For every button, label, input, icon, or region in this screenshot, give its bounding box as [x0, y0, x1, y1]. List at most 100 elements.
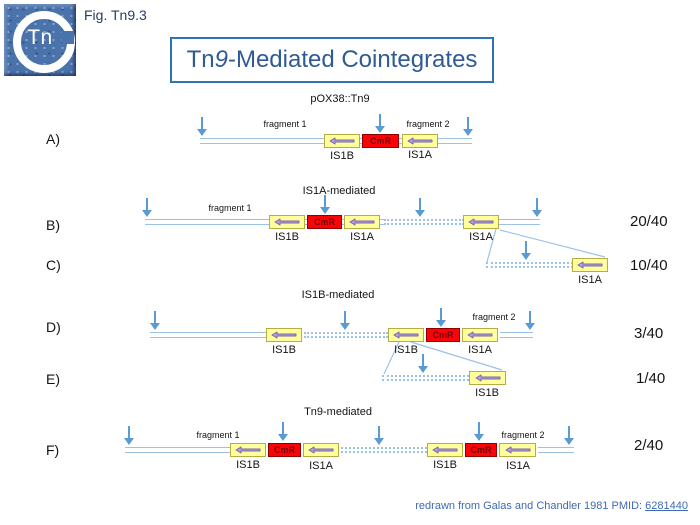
insertion-arrow-icon	[150, 311, 160, 330]
is1a-box	[462, 328, 498, 342]
row-c-ratio: 10/40	[630, 257, 668, 274]
insertion-arrow-icon	[521, 241, 531, 260]
is1b-label: IS1B	[433, 459, 457, 471]
insertion-arrow-icon	[374, 426, 384, 445]
cmr-box: CmR	[465, 443, 497, 457]
dna-line	[145, 219, 384, 225]
is1a-label: IS1A	[506, 460, 530, 472]
is-left-arrow-icon	[467, 331, 493, 339]
insertion-arrow-icon	[375, 114, 385, 133]
is1b-box	[230, 443, 266, 457]
is-left-arrow-icon	[432, 446, 458, 454]
is-left-arrow-icon	[349, 218, 375, 226]
insertion-arrow-icon	[564, 426, 574, 445]
is-left-arrow-icon	[505, 446, 530, 454]
row-f-ratio: 2/40	[634, 437, 664, 454]
is1a-label: IS1A	[309, 460, 333, 472]
page-title: Tn9-Mediated Cointegrates	[187, 46, 478, 74]
is1b-box	[266, 328, 302, 342]
row-f-label: F)	[46, 442, 60, 458]
title-box: Tn9-Mediated Cointegrates	[170, 37, 494, 83]
is-left-arrow-icon	[271, 331, 297, 339]
dna-line	[500, 332, 533, 338]
is-left-arrow-icon	[235, 446, 261, 454]
insertion-arrow-icon	[532, 198, 542, 217]
dna-line-dotted	[382, 375, 469, 381]
figure-number: Fig. Tn9.3	[84, 7, 147, 23]
row-f-caption: Tn9-mediated	[304, 406, 372, 418]
dna-line	[499, 219, 540, 225]
citation: redrawn from Galas and Chandler 1981 PMI…	[415, 500, 688, 512]
logo-tn-text: Tn	[27, 26, 53, 49]
fragment2-label: fragment 2	[501, 430, 545, 440]
is1a-box	[463, 215, 499, 229]
row-d-label: D)	[46, 319, 61, 335]
row-b-ratio: 20/40	[630, 213, 668, 230]
row-b-caption: IS1A-mediated	[302, 185, 376, 197]
insertion-arrow-icon	[436, 308, 446, 327]
is-left-arrow-icon	[577, 261, 603, 269]
is1a-box	[572, 258, 608, 272]
dna-line-dotted	[486, 262, 573, 268]
dna-line-dotted	[341, 447, 427, 453]
dna-line	[538, 447, 574, 453]
logo-c-gap	[62, 31, 74, 44]
is1b-label: IS1B	[475, 387, 499, 399]
insertion-arrow-icon	[340, 311, 350, 330]
is1b-label: IS1B	[236, 459, 260, 471]
is1a-label: IS1A	[469, 231, 493, 243]
insertion-arrow-icon	[124, 426, 134, 445]
row-d-ratio: 3/40	[634, 325, 664, 342]
cmr-box: CmR	[362, 134, 399, 148]
fragment1-label: fragment 1	[208, 203, 252, 213]
tn-center-logo: Tn	[4, 4, 76, 76]
fragment1-label: fragment 1	[263, 119, 307, 129]
is1b-label: IS1B	[272, 344, 296, 356]
is1b-box	[469, 371, 506, 385]
dna-line-dotted	[304, 332, 388, 338]
row-c-label: C)	[46, 257, 61, 273]
row-e-ratio: 1/40	[636, 370, 666, 387]
is-left-arrow-icon	[308, 446, 334, 454]
pmid-link[interactable]: 6281440	[645, 500, 688, 512]
is1a-box	[344, 215, 380, 229]
is-left-arrow-icon	[329, 137, 355, 145]
cmr-box: CmR	[426, 328, 460, 342]
is1a-label: IS1A	[408, 149, 432, 161]
row-b-label: B)	[46, 217, 60, 233]
is-left-arrow-icon	[407, 137, 433, 145]
is1b-label: IS1B	[394, 344, 418, 356]
is1b-label: IS1B	[330, 150, 354, 162]
row-a-caption: pOX38::Tn9	[310, 93, 370, 105]
is1b-box	[269, 215, 305, 229]
is1b-label: IS1B	[275, 231, 299, 243]
insertion-arrow-icon	[142, 198, 152, 217]
is-left-arrow-icon	[468, 218, 494, 226]
is1a-label: IS1A	[578, 274, 602, 286]
title-prefix: Tn	[186, 46, 215, 73]
is1a-box	[499, 443, 536, 457]
is1b-box	[388, 328, 424, 342]
is-left-arrow-icon	[393, 331, 419, 339]
fragment2-label: fragment 2	[406, 119, 450, 129]
fragment1-label: fragment 1	[196, 430, 240, 440]
title-italic-9: 9	[214, 46, 228, 73]
is1a-label: IS1A	[350, 231, 374, 243]
dna-line-dotted	[384, 219, 464, 225]
dna-line	[125, 447, 231, 453]
is1b-box	[427, 443, 463, 457]
cmr-box: CmR	[307, 215, 342, 229]
is-left-arrow-icon	[475, 374, 500, 382]
citation-text: redrawn from Galas and Chandler 1981 PMI…	[415, 500, 643, 512]
fragment2-label: fragment 2	[472, 312, 516, 322]
insertion-arrow-icon	[320, 195, 330, 214]
title-suffix: -Mediated Cointegrates	[227, 46, 478, 73]
cmr-box: CmR	[268, 443, 301, 457]
insertion-arrow-icon	[463, 117, 473, 136]
row-d-caption: IS1B-mediated	[301, 289, 375, 301]
is1a-box	[402, 134, 438, 148]
insertion-arrow-icon	[525, 311, 535, 330]
row-a-label: A)	[46, 131, 60, 147]
insertion-arrow-icon	[278, 422, 288, 441]
